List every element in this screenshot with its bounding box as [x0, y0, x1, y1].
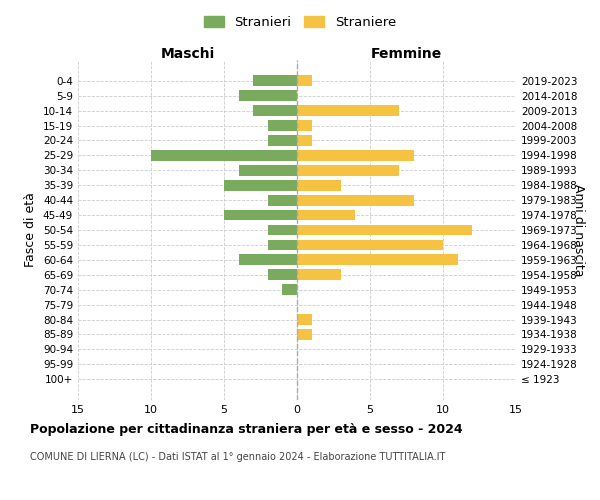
Bar [297, 329, 311, 340]
Bar [297, 135, 311, 146]
Bar [253, 106, 297, 116]
Bar [297, 180, 341, 190]
Bar [268, 120, 297, 131]
Bar [151, 150, 297, 161]
Bar [268, 224, 297, 235]
Bar [268, 240, 297, 250]
Text: Popolazione per cittadinanza straniera per età e sesso - 2024: Popolazione per cittadinanza straniera p… [30, 422, 463, 436]
Bar [297, 224, 472, 235]
Bar [297, 314, 311, 325]
Text: Maschi: Maschi [160, 48, 215, 62]
Bar [297, 165, 399, 175]
Bar [297, 240, 443, 250]
Text: Femmine: Femmine [371, 48, 442, 62]
Bar [268, 270, 297, 280]
Text: COMUNE DI LIERNA (LC) - Dati ISTAT al 1° gennaio 2024 - Elaborazione TUTTITALIA.: COMUNE DI LIERNA (LC) - Dati ISTAT al 1°… [30, 452, 445, 462]
Bar [224, 210, 297, 220]
Bar [297, 150, 414, 161]
Bar [297, 254, 458, 265]
Bar [297, 210, 355, 220]
Bar [224, 180, 297, 190]
Bar [297, 120, 311, 131]
Bar [297, 106, 399, 116]
Bar [239, 254, 297, 265]
Bar [297, 195, 414, 205]
Y-axis label: Fasce di età: Fasce di età [25, 192, 37, 268]
Bar [239, 165, 297, 175]
Bar [297, 270, 341, 280]
Legend: Stranieri, Straniere: Stranieri, Straniere [200, 12, 400, 33]
Bar [268, 135, 297, 146]
Bar [283, 284, 297, 295]
Bar [268, 195, 297, 205]
Bar [297, 76, 311, 86]
Bar [239, 90, 297, 101]
Y-axis label: Anni di nascita: Anni di nascita [572, 184, 584, 276]
Bar [253, 76, 297, 86]
